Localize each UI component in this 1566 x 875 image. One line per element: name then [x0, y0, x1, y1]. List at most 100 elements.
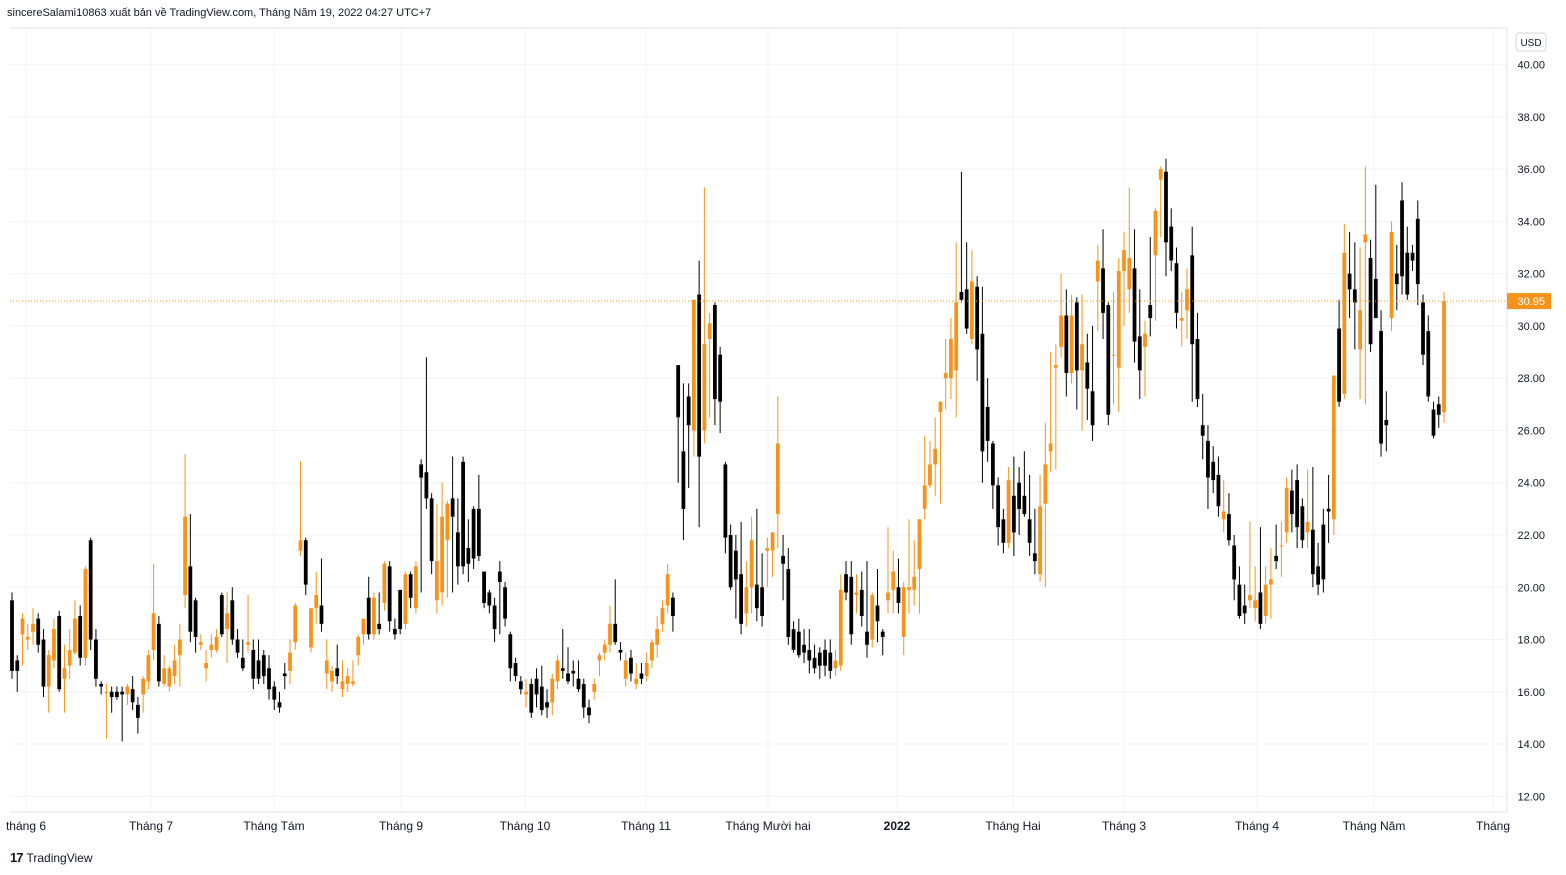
y-tick-label: 18.00 — [1517, 635, 1545, 647]
candle-body — [844, 574, 848, 593]
candle — [46, 649, 51, 713]
candle — [476, 474, 481, 562]
candle — [1394, 244, 1399, 311]
candle — [1132, 229, 1137, 363]
candle — [209, 634, 214, 658]
x-tick-label: Tháng 9 — [379, 819, 423, 833]
candle — [335, 644, 340, 684]
candle-body — [198, 642, 203, 645]
y-tick-label: 12.00 — [1517, 791, 1545, 803]
candle — [597, 652, 602, 677]
time-axis[interactable]: tháng 6 Tháng 7 Tháng Tám Tháng 9 Tháng 10 Th… — [6, 819, 1510, 833]
candle — [576, 660, 581, 692]
candle-body — [775, 443, 780, 515]
candle-body — [1400, 200, 1404, 277]
candle — [1179, 291, 1184, 347]
candle-body — [324, 660, 329, 674]
candle — [104, 683, 109, 739]
candle — [1316, 542, 1320, 596]
candle — [109, 686, 114, 713]
candle-body — [1185, 289, 1189, 311]
candle — [36, 613, 41, 653]
candle-body — [629, 657, 633, 674]
candle — [770, 532, 775, 577]
candle — [1106, 302, 1111, 426]
candle-body — [471, 508, 476, 559]
candle — [917, 519, 922, 614]
candle-body — [1059, 315, 1063, 347]
candle-body — [728, 534, 733, 588]
candle — [697, 260, 702, 528]
candle — [1342, 224, 1347, 400]
candle-body — [1373, 278, 1378, 319]
candle-body — [497, 571, 502, 583]
tradingview-logo[interactable]: 17 TradingView — [10, 850, 93, 865]
candle — [466, 519, 471, 583]
candle-body — [1111, 354, 1116, 356]
candle-body — [445, 503, 450, 541]
last-price-line: 30.95 — [10, 293, 1551, 310]
candle — [702, 187, 707, 444]
candle — [959, 171, 964, 303]
candle-body — [566, 673, 570, 682]
candle — [235, 629, 240, 658]
candle-body — [15, 660, 20, 671]
x-tick-label: Tháng 4 — [1235, 819, 1279, 833]
candle-body — [550, 678, 555, 703]
candle — [1242, 584, 1247, 624]
candle — [471, 506, 476, 569]
candle — [1373, 184, 1378, 319]
candle-body — [1331, 375, 1336, 520]
candle — [177, 623, 182, 687]
candle — [765, 537, 770, 588]
candle — [681, 383, 686, 541]
candle-body — [361, 618, 366, 635]
candle — [692, 299, 696, 457]
candle-body — [256, 660, 261, 679]
candle — [676, 365, 681, 483]
candle-body — [812, 657, 817, 669]
candle-body — [1179, 318, 1184, 321]
candle-body — [434, 561, 439, 601]
candle — [513, 657, 518, 682]
candle — [340, 660, 345, 698]
candle-body — [1300, 506, 1305, 541]
candle-body — [293, 605, 298, 643]
candle-body — [671, 597, 675, 616]
candle-body — [267, 668, 271, 690]
candle-body — [492, 605, 497, 630]
candle-body — [1153, 210, 1158, 256]
candle-body — [125, 686, 130, 695]
candle-body — [545, 702, 549, 708]
candle-body — [1363, 234, 1368, 243]
y-tick-label: 24.00 — [1517, 478, 1545, 490]
candle — [886, 527, 890, 614]
candle — [555, 655, 560, 690]
candle — [817, 647, 822, 679]
candle-body — [1321, 524, 1326, 580]
candle-body — [1053, 365, 1058, 368]
candle-body — [503, 587, 507, 619]
candle-body — [560, 668, 565, 671]
candle-body — [1258, 592, 1263, 624]
x-tick-label: tháng 6 — [6, 819, 46, 833]
candle — [912, 540, 917, 606]
y-tick-label: 32.00 — [1517, 269, 1545, 281]
currency-button[interactable]: USD — [1515, 32, 1547, 52]
candle-body — [760, 587, 764, 616]
price-axis[interactable]: 12.00 14.00 16.00 18.00 20.00 22.00 24.00 26.00… — [1517, 60, 1545, 804]
candle — [865, 561, 869, 658]
candle-body — [739, 574, 744, 624]
candle — [1211, 446, 1216, 494]
candle-body — [1164, 171, 1168, 243]
candle-body — [261, 655, 266, 677]
candle-body — [424, 472, 429, 499]
candle-body — [351, 681, 355, 684]
candle-body — [298, 540, 303, 551]
candle — [324, 639, 329, 690]
candle — [665, 563, 670, 614]
candle-body — [1106, 305, 1111, 415]
candle-body — [534, 678, 539, 695]
candle-body — [1116, 271, 1121, 368]
